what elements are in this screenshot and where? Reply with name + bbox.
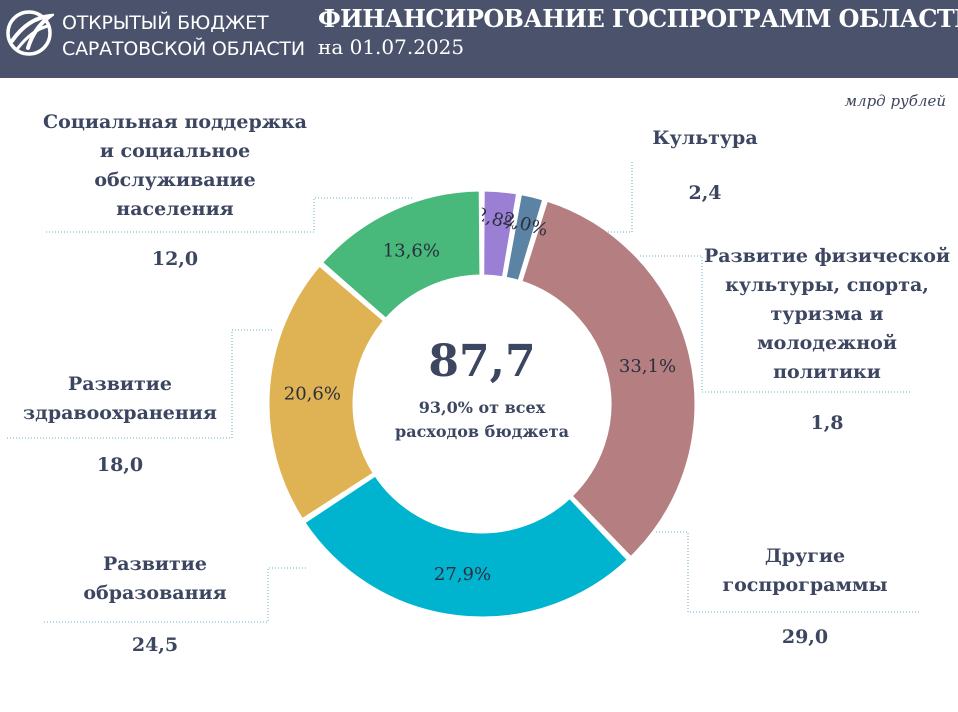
slice-health bbox=[266, 262, 387, 522]
label-culture: Культура bbox=[620, 124, 790, 153]
label-social-line-2: и социальное bbox=[99, 140, 251, 162]
center-note-line-2: расходов бюджета bbox=[395, 422, 569, 441]
leader-line-other bbox=[656, 531, 920, 613]
label-sport: Развитие физической культуры, спорта, тури… bbox=[702, 242, 952, 387]
slice-education bbox=[301, 472, 631, 620]
label-education: Развитие образования bbox=[40, 550, 270, 608]
leader-line-sport bbox=[640, 255, 912, 393]
units-label: млрд рублей bbox=[844, 92, 946, 110]
label-social: Социальная поддержка и социальное обслужив… bbox=[20, 108, 330, 224]
center-total: 87,7 bbox=[428, 336, 536, 387]
value-health: 18,0 bbox=[96, 454, 144, 476]
label-health-line-1: Развитие bbox=[68, 373, 172, 395]
label-education-line-2: образования bbox=[83, 582, 227, 604]
slice-social bbox=[319, 188, 483, 322]
label-social-line-1: Социальная поддержка bbox=[43, 111, 307, 133]
brand-name: ОТКРЫТЫЙ БЮДЖЕТ САРАТОВСКОЙ ОБЛАСТИ bbox=[62, 10, 305, 62]
value-culture: 2,4 bbox=[688, 182, 722, 204]
label-health-line-2: здравоохранения bbox=[23, 402, 217, 424]
value-education: 24,5 bbox=[131, 634, 179, 656]
leader-line-social bbox=[44, 197, 412, 233]
percent-label-social: 13,6% bbox=[383, 240, 440, 261]
label-other-line-2: госпрограммы bbox=[722, 574, 888, 596]
page-title: ФИНАНСИРОВАНИЕ ГОСПРОГРАММ ОБЛАСТИ bbox=[318, 4, 958, 33]
percent-label-health: 20,6% bbox=[284, 383, 341, 404]
label-sport-line-2: культуры, спорта, bbox=[725, 274, 929, 296]
brand-line-2: САРАТОВСКОЙ ОБЛАСТИ bbox=[62, 38, 305, 60]
label-other: Другие госпрограммы bbox=[695, 542, 915, 600]
center-note: 93,0% от всех расходов бюджета bbox=[382, 396, 582, 444]
label-sport-line-5: политики bbox=[773, 361, 881, 383]
label-sport-line-3: туризма и bbox=[770, 303, 884, 325]
leader-line-culture bbox=[608, 160, 633, 233]
percent-label-education: 27,9% bbox=[434, 564, 491, 585]
label-health: Развитие здравоохранения bbox=[20, 370, 220, 428]
label-education-line-1: Развитие bbox=[103, 553, 207, 575]
label-social-line-4: населения bbox=[116, 198, 234, 220]
slice-culture bbox=[481, 188, 520, 280]
slice-sport bbox=[503, 191, 546, 284]
percent-label-other: 33,1% bbox=[619, 356, 676, 377]
brand-line-1: ОТКРЫТЫЙ БЮДЖЕТ bbox=[62, 12, 269, 34]
value-other: 29,0 bbox=[781, 626, 829, 648]
leader-line-education bbox=[44, 567, 306, 623]
slice-other bbox=[518, 198, 698, 560]
label-other-line-1: Другие bbox=[764, 545, 846, 567]
center-note-line-1: 93,0% от всех bbox=[418, 398, 546, 417]
budget-logo-icon bbox=[6, 10, 54, 56]
label-sport-line-4: молодежной bbox=[757, 332, 897, 354]
page-subtitle: на 01.07.2025 bbox=[318, 35, 465, 59]
value-social: 12,0 bbox=[151, 248, 199, 270]
label-social-line-3: обслуживание bbox=[94, 169, 256, 191]
leader-line-health bbox=[6, 329, 272, 439]
header-bar: ОТКРЫТЫЙ БЮДЖЕТ САРАТОВСКОЙ ОБЛАСТИ ФИНА… bbox=[0, 0, 958, 78]
label-culture-line-1: Культура bbox=[652, 127, 758, 149]
label-sport-line-1: Развитие физической bbox=[703, 245, 951, 267]
value-sport: 1,8 bbox=[810, 412, 844, 434]
